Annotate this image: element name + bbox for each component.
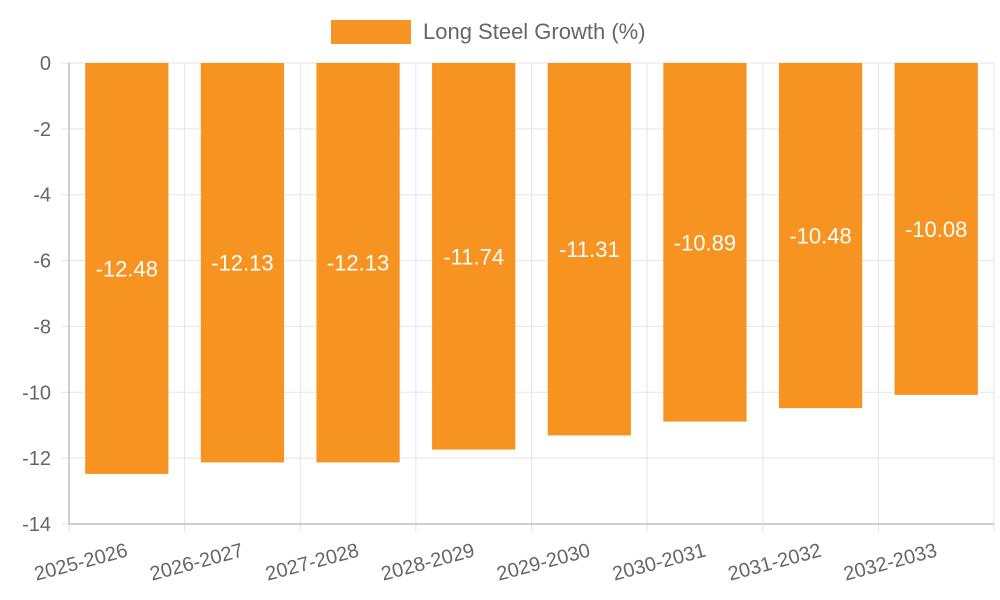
bars (85, 63, 978, 474)
x-tick-label: 2027-2028 (263, 540, 361, 586)
y-axis-ticks: 0 -2 -4 -6 -8 -10 -12 -14 (22, 53, 51, 536)
y-tick-label: 0 (40, 53, 51, 75)
x-tick-label: 2032-2033 (841, 540, 939, 586)
bar[interactable] (200, 63, 285, 463)
y-tick-label: -8 (33, 316, 51, 338)
y-tick-label: -10 (22, 382, 51, 404)
bar-value-label: -12.13 (211, 251, 273, 276)
x-tick-label: 2029-2030 (495, 540, 593, 586)
legend[interactable]: Long Steel Growth (%) (331, 19, 646, 44)
x-tick-label: 2031-2032 (726, 540, 824, 586)
bar-value-label: -11.31 (559, 237, 620, 262)
y-tick-label: -12 (22, 448, 51, 470)
y-tick-label: -2 (33, 119, 51, 141)
x-tick-label: 2025-2026 (32, 540, 130, 586)
bar[interactable] (894, 63, 978, 395)
data-labels: -12.48 -12.13 -12.13 -11.74 -11.31 -10.89 -10.… (96, 217, 968, 282)
bar-value-label: -10.89 (674, 230, 736, 255)
y-tick-label: -6 (33, 251, 51, 273)
legend-label: Long Steel Growth (%) (423, 19, 646, 44)
x-tick-label: 2030-2031 (610, 540, 708, 586)
bar-value-label: -12.13 (327, 251, 389, 276)
bar[interactable] (85, 63, 169, 474)
bar-value-label: -10.48 (789, 224, 851, 249)
bar[interactable] (432, 63, 516, 450)
bar[interactable] (778, 63, 863, 409)
bar-value-label: -11.74 (443, 244, 504, 269)
bar[interactable] (547, 63, 631, 436)
bar[interactable] (316, 63, 400, 463)
legend-swatch (331, 20, 411, 44)
x-tick-label: 2028-2029 (379, 540, 477, 586)
x-axis-ticks: 2025-2026 2026-2027 2027-2028 2028-2029 2029… (32, 540, 939, 586)
bar[interactable] (663, 63, 747, 422)
bar-value-label: -10.08 (905, 217, 967, 242)
bar-value-label: -12.48 (96, 256, 158, 281)
y-tick-label: -4 (33, 185, 51, 207)
y-tick-label: -14 (22, 514, 51, 536)
x-tick-label: 2026-2027 (148, 540, 246, 586)
